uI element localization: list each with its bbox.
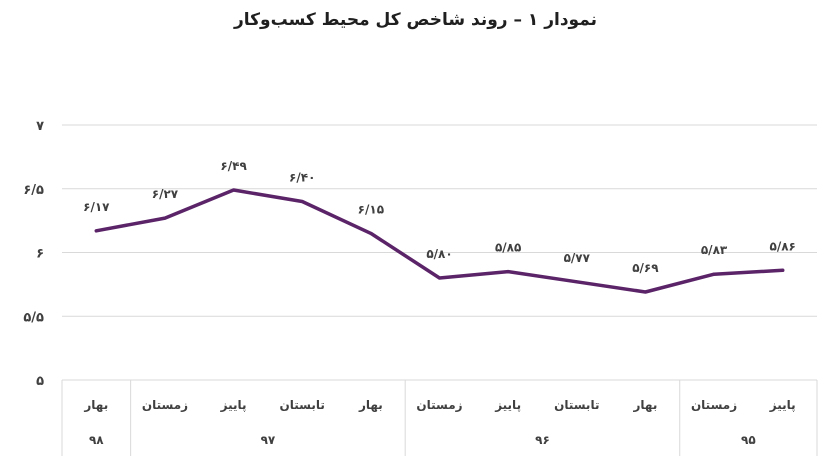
data-label: ۵/۸۰ xyxy=(426,247,452,261)
data-point xyxy=(643,290,647,294)
data-label: ۶/۱۷ xyxy=(83,200,110,214)
data-point xyxy=(712,272,716,276)
category-label: زمستان xyxy=(142,398,188,412)
group-label: ۹۷ xyxy=(261,433,276,447)
data-point xyxy=(94,229,98,233)
category-label: پاییز xyxy=(494,398,521,412)
data-label: ۵/۸۳ xyxy=(701,243,728,257)
y-tick-label: ۶/۵ xyxy=(23,183,44,198)
category-axis-table: پاییز زمستان بهار تابستان پاییز زمستان بهار تاب… xyxy=(61,379,818,456)
category-label: تابستان xyxy=(280,398,325,412)
data-label: ۶/۲۷ xyxy=(152,187,179,201)
category-label: بهار xyxy=(632,398,657,412)
data-label: ۵/۷۷ xyxy=(564,251,591,265)
data-label: ۵/۶۹ xyxy=(632,261,659,275)
series-layer xyxy=(94,188,785,294)
data-label: ۶/۱۵ xyxy=(358,202,384,216)
group-label: ۹۶ xyxy=(535,433,550,447)
data-point xyxy=(232,188,236,192)
category-label: زمستان xyxy=(691,398,737,412)
data-point xyxy=(506,270,510,274)
category-label: بهار xyxy=(83,398,108,412)
chart-title: نمودار ۱ – روند شاخص کل محیط کسب‌وکار xyxy=(234,10,597,30)
y-axis-ticks: ۵ ۵/۵ ۶ ۶/۵ ۷ xyxy=(23,119,44,389)
category-label: زمستان xyxy=(416,398,462,412)
grid-layer xyxy=(62,124,817,317)
y-tick-label: ۵ xyxy=(36,374,44,389)
group-label: ۹۸ xyxy=(89,433,104,447)
data-point xyxy=(781,268,785,272)
data-labels: ۵/۸۶ ۵/۸۳ ۵/۶۹ ۵/۷۷ ۵/۸۵ ۵/۸۰ ۶/۱۵ ۶/۴۰ ۶/۴۹ ۶/۲۷… xyxy=(83,159,796,275)
y-tick-label: ۵/۵ xyxy=(23,310,44,325)
category-label: پاییز xyxy=(220,398,247,412)
group-label: ۹۵ xyxy=(741,433,756,447)
data-label: ۵/۸۵ xyxy=(495,241,521,255)
data-label: ۶/۴۰ xyxy=(289,171,315,185)
data-point xyxy=(438,276,441,280)
category-label: پاییز xyxy=(769,398,796,412)
data-label: ۵/۸۶ xyxy=(770,239,796,253)
category-label: تابستان xyxy=(554,398,599,412)
category-label: بهار xyxy=(358,398,383,412)
y-tick-label: ۷ xyxy=(36,119,44,134)
y-tick-label: ۶ xyxy=(36,247,44,262)
data-label: ۶/۴۹ xyxy=(220,159,247,173)
data-point xyxy=(575,280,579,284)
data-point xyxy=(300,200,304,203)
data-point xyxy=(163,216,167,220)
data-point xyxy=(369,231,373,235)
